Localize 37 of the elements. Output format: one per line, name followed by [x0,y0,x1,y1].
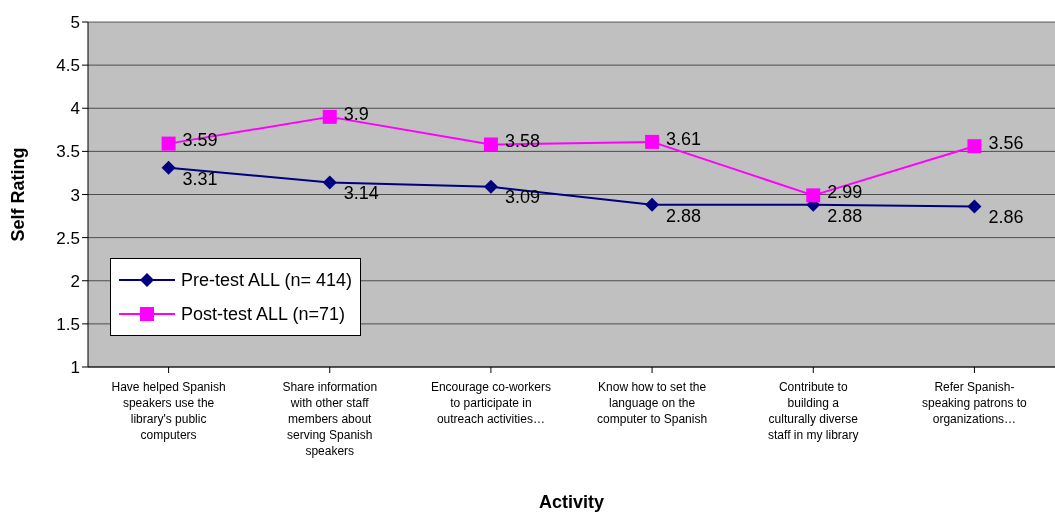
legend-label: Pre-test ALL (n= 414) [181,269,352,291]
data-label: 3.56 [988,132,1024,153]
y-tick-label: 1 [70,358,80,378]
data-label: 3.9 [343,103,369,124]
y-tick-label: 5 [70,13,80,33]
data-label: 3.61 [666,128,702,149]
x-tick-label: Have helped Spanish speakers use the library's public computers [111,380,226,442]
point [483,137,498,152]
x-tick-label: Contribute to building a culturally diverse staff in my library [768,380,859,442]
point [322,175,337,190]
x-tick-label: Know how to set the language on the computer to Spanish [597,380,708,426]
point [806,188,821,203]
x-axis-title: Activity [538,492,605,512]
data-label: 2.86 [988,207,1024,228]
point [322,109,337,124]
point [161,136,176,151]
point [967,199,982,214]
data-label: 2.88 [666,205,702,226]
x-tick-label: Refer Spanish-speaking patrons to organizations… [922,380,1028,426]
point [161,160,176,175]
point [967,139,982,154]
x-tick-label: Encourage co-workers to participate in outreach activities… [430,380,551,426]
x-tick-label: Share information with other staff members about serving Spanish speakers [282,380,378,458]
y-tick-label: 3 [70,185,80,205]
y-tick-label: 2 [70,271,80,291]
point [483,179,498,194]
y-tick-label: 4 [70,99,80,119]
y-tick-label: 2.5 [56,228,80,248]
y-tick-label: 1.5 [56,314,80,334]
data-label: 2.88 [827,205,863,226]
y-axis-title: Self Rating [8,147,29,242]
point [645,134,660,149]
data-label: 3.31 [182,168,218,189]
y-tick-label: 3.5 [56,142,80,162]
point [645,197,660,212]
y-tick-label: 4.5 [56,56,80,76]
legend-label: Post-test ALL (n=71) [181,303,345,325]
